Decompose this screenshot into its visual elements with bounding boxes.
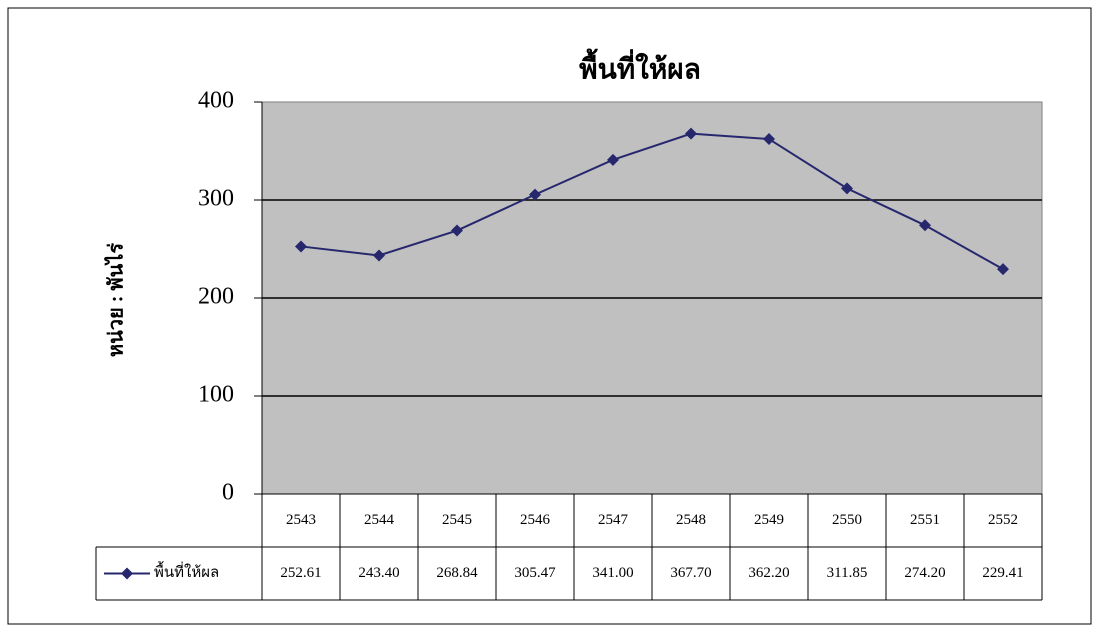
x-tick-label: 2548 [676, 512, 706, 528]
data-label: 362.20 [748, 565, 789, 581]
x-tick-label: 2544 [364, 512, 395, 528]
data-label: 305.47 [514, 565, 556, 581]
x-tick-label: 2551 [910, 512, 940, 528]
x-tick-label: 2545 [442, 512, 472, 528]
x-tick-label: 2547 [598, 512, 629, 528]
x-tick-label: 2543 [286, 512, 316, 528]
data-label: 243.40 [358, 565, 399, 581]
y-tick-label: 100 [198, 382, 234, 408]
x-tick-label: 2546 [520, 512, 551, 528]
x-tick-label: 2552 [988, 512, 1018, 528]
y-tick-label: 200 [198, 284, 234, 310]
y-axis-label: หน่วย : พันไร่ [104, 243, 128, 357]
data-label: 367.70 [670, 565, 711, 581]
y-tick-label: 0 [222, 480, 234, 506]
chart: พื้นที่ให้ผล หน่วย : พันไร่ 010020030040… [0, 0, 1099, 632]
x-tick-label: 2549 [754, 512, 784, 528]
x-tick-label: 2550 [832, 512, 862, 528]
data-label: 341.00 [592, 565, 633, 581]
data-label: 268.84 [436, 565, 478, 581]
data-label: 311.85 [827, 565, 868, 581]
y-tick-label: 400 [198, 88, 234, 114]
data-label: 252.61 [280, 565, 321, 581]
data-label: 274.20 [904, 565, 945, 581]
y-tick-label: 300 [198, 186, 234, 212]
data-label: 229.41 [982, 565, 1023, 581]
